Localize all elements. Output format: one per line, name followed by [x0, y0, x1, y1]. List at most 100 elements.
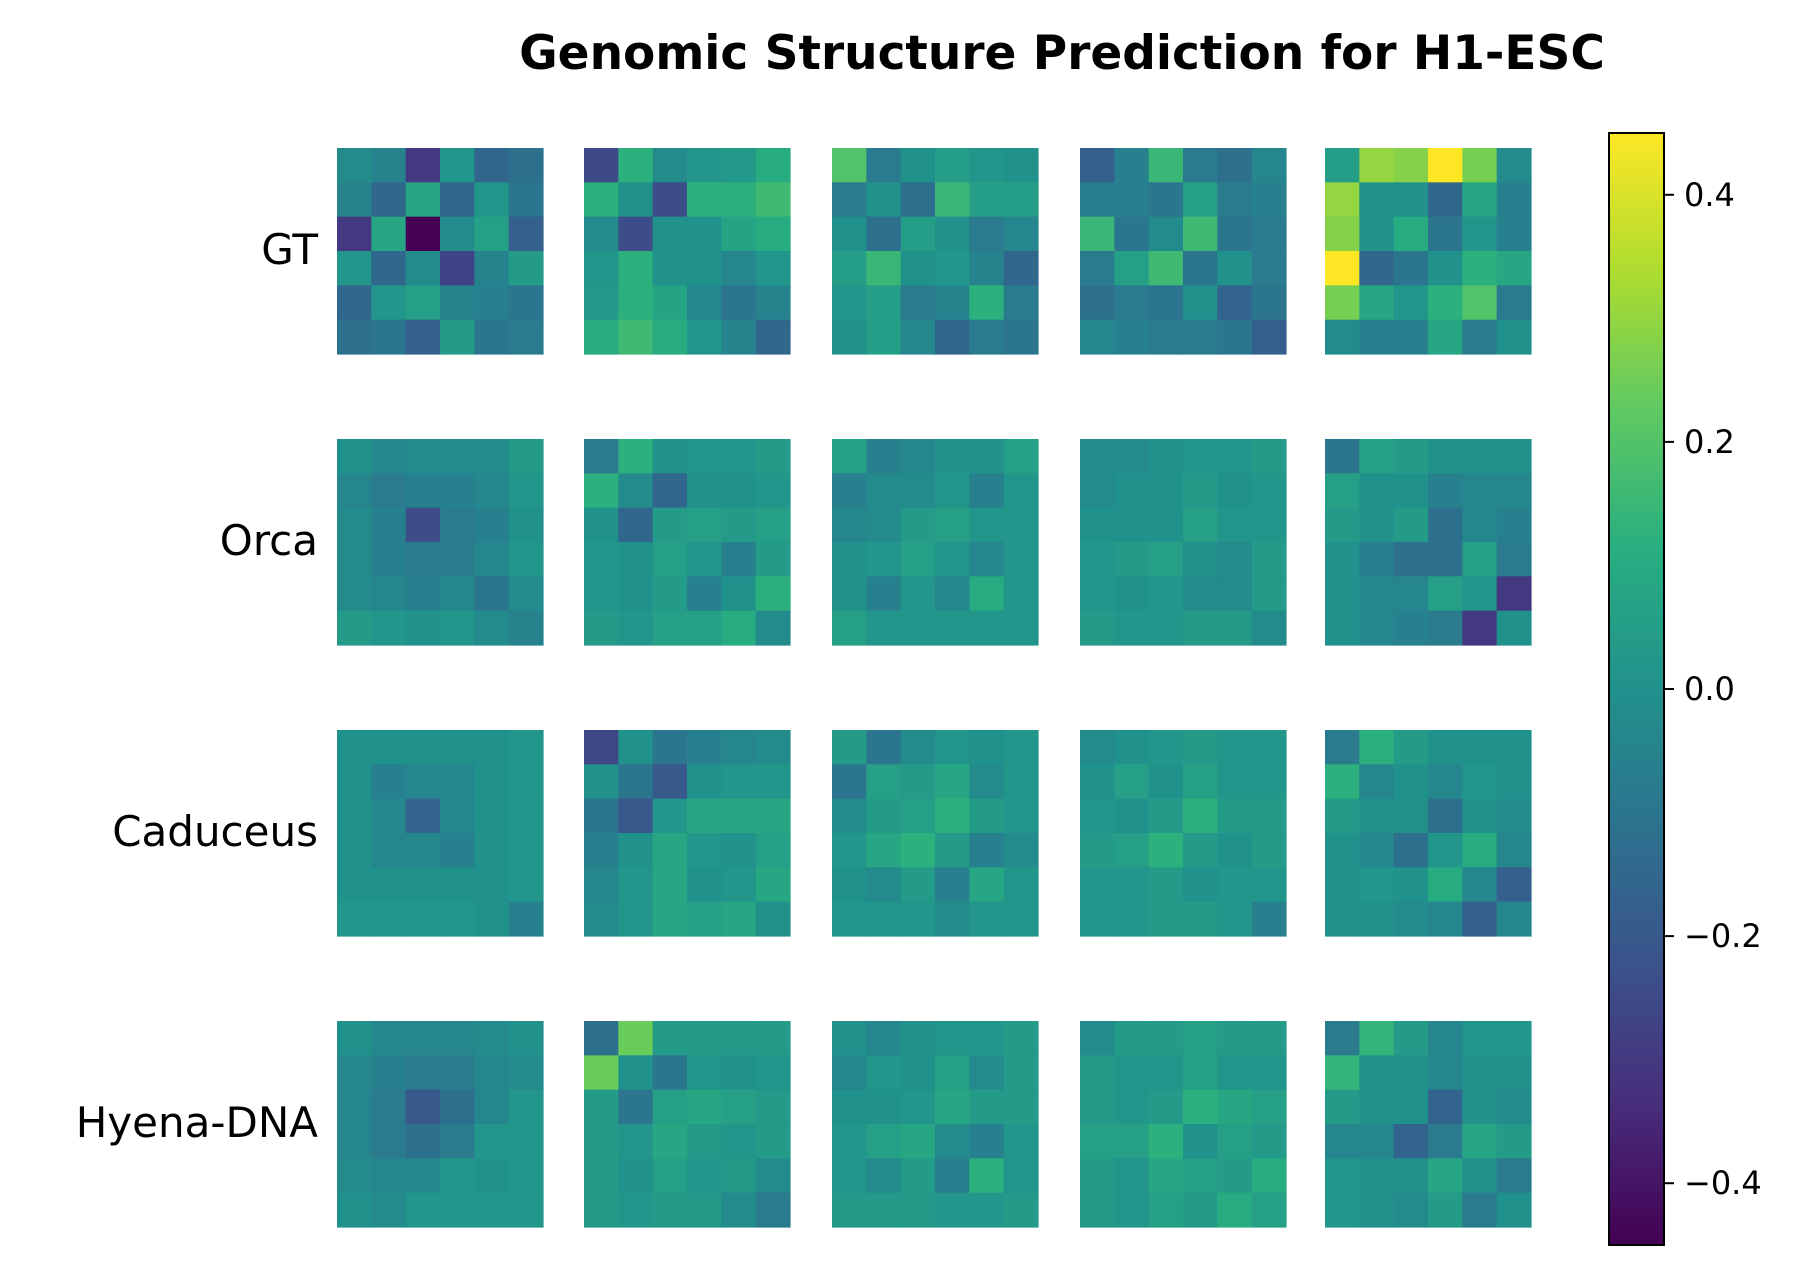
heatmap-cell	[371, 1055, 407, 1091]
heatmap-cell	[1080, 319, 1115, 355]
heatmap-cell	[1428, 576, 1463, 612]
heatmap-cell	[474, 1124, 510, 1159]
heatmap-cell	[935, 764, 970, 800]
heatmap-cell	[721, 507, 757, 543]
heatmap-cell	[969, 798, 1005, 834]
heatmap-cell	[405, 1055, 441, 1091]
heatmap-cell	[1462, 542, 1498, 577]
heatmap-cell	[1080, 576, 1115, 612]
heatmap-cell	[405, 251, 441, 286]
heatmap-cell	[687, 867, 722, 903]
heatmap-cell	[969, 542, 1005, 577]
heatmap-cell	[652, 576, 688, 612]
heatmap-cell	[832, 1089, 867, 1125]
heatmap-cell	[687, 730, 722, 765]
heatmap-cell	[900, 507, 936, 543]
heatmap-cell	[1325, 216, 1360, 252]
heatmap-cell	[1217, 507, 1253, 543]
heatmap-cell	[1428, 182, 1463, 218]
heatmap-cell	[866, 1055, 902, 1091]
heatmap-cell	[405, 867, 441, 903]
heatmap-cell	[832, 473, 867, 509]
heatmap-cell	[1462, 764, 1498, 800]
heatmap-cell	[1217, 1124, 1253, 1159]
heatmap-cell	[935, 1192, 970, 1228]
heatmap-cell	[935, 216, 970, 252]
heatmap-cell	[900, 473, 936, 509]
heatmap-cell	[687, 251, 722, 286]
heatmap-cell	[1183, 610, 1218, 646]
heatmap-cell	[405, 730, 441, 765]
heatmap-cell	[1148, 764, 1184, 800]
heatmap-cell	[474, 1055, 510, 1091]
heatmap-cell	[1496, 1089, 1532, 1125]
heatmap-cell	[1496, 610, 1532, 646]
heatmap-cell	[1080, 216, 1115, 252]
heatmap-panel-orca-1	[337, 439, 544, 646]
heatmap-cell	[337, 216, 372, 252]
heatmap-panel-orca-2	[584, 439, 791, 646]
heatmap-cell	[405, 473, 441, 509]
heatmap-cell	[652, 901, 688, 937]
heatmap-cell	[1003, 901, 1039, 937]
heatmap-cell	[1428, 251, 1463, 286]
heatmap-cell	[337, 833, 372, 868]
heatmap-cell	[405, 285, 441, 321]
heatmap-cell	[1462, 182, 1498, 218]
heatmap-cell	[508, 1021, 544, 1056]
heatmap-cell	[1183, 473, 1218, 509]
heatmap-cell	[1183, 148, 1218, 183]
heatmap-cell	[405, 764, 441, 800]
heatmap-cell	[1462, 1158, 1498, 1194]
heatmap-cell	[474, 319, 510, 355]
heatmap-cell	[1393, 901, 1429, 937]
heatmap-cell	[1114, 216, 1150, 252]
heatmap-cell	[1428, 285, 1463, 321]
heatmap-cell	[755, 542, 791, 577]
heatmap-cell	[337, 319, 372, 355]
heatmap-cell	[1003, 1089, 1039, 1125]
heatmap-cell	[337, 1158, 372, 1194]
heatmap-cell	[687, 473, 722, 509]
heatmap-cell	[721, 319, 757, 355]
heatmap-cell	[1359, 576, 1395, 612]
heatmap-cell	[652, 507, 688, 543]
heatmap-cell	[1359, 182, 1395, 218]
heatmap-cell	[900, 730, 936, 765]
heatmap-cell	[1428, 1124, 1463, 1159]
heatmap-cell	[832, 610, 867, 646]
heatmap-cell	[405, 1089, 441, 1125]
heatmap-cell	[1080, 439, 1115, 474]
heatmap-cell	[474, 251, 510, 286]
heatmap-cell	[337, 1124, 372, 1159]
heatmap-cell	[1251, 1021, 1287, 1056]
colorbar-tick-label: −0.2	[1684, 917, 1762, 955]
heatmap-cell	[1148, 1192, 1184, 1228]
heatmap-cell	[618, 1021, 654, 1056]
heatmap-cell	[866, 730, 902, 765]
heatmap-cell	[1393, 542, 1429, 577]
heatmap-cell	[1251, 1055, 1287, 1091]
heatmap-cell	[687, 439, 722, 474]
heatmap-cell	[440, 798, 475, 834]
heatmap-cell	[1148, 730, 1184, 765]
heatmap-cell	[405, 1192, 441, 1228]
heatmap-cell	[935, 1089, 970, 1125]
heatmap-cell	[900, 1089, 936, 1125]
heatmap-cell	[969, 1089, 1005, 1125]
heatmap-cell	[1462, 285, 1498, 321]
heatmap-cell	[687, 542, 722, 577]
heatmap-cell	[900, 182, 936, 218]
heatmap-cell	[652, 833, 688, 868]
heatmap-cell	[969, 764, 1005, 800]
heatmap-cell	[866, 1192, 902, 1228]
heatmap-cell	[1359, 148, 1395, 183]
heatmap-cell	[969, 1055, 1005, 1091]
heatmap-cell	[687, 285, 722, 321]
heatmap-cell	[1251, 148, 1287, 183]
heatmap-cell	[1359, 473, 1395, 509]
heatmap-cell	[935, 251, 970, 286]
heatmap-cell	[584, 867, 619, 903]
heatmap-cell	[440, 833, 475, 868]
heatmap-cell	[1114, 285, 1150, 321]
